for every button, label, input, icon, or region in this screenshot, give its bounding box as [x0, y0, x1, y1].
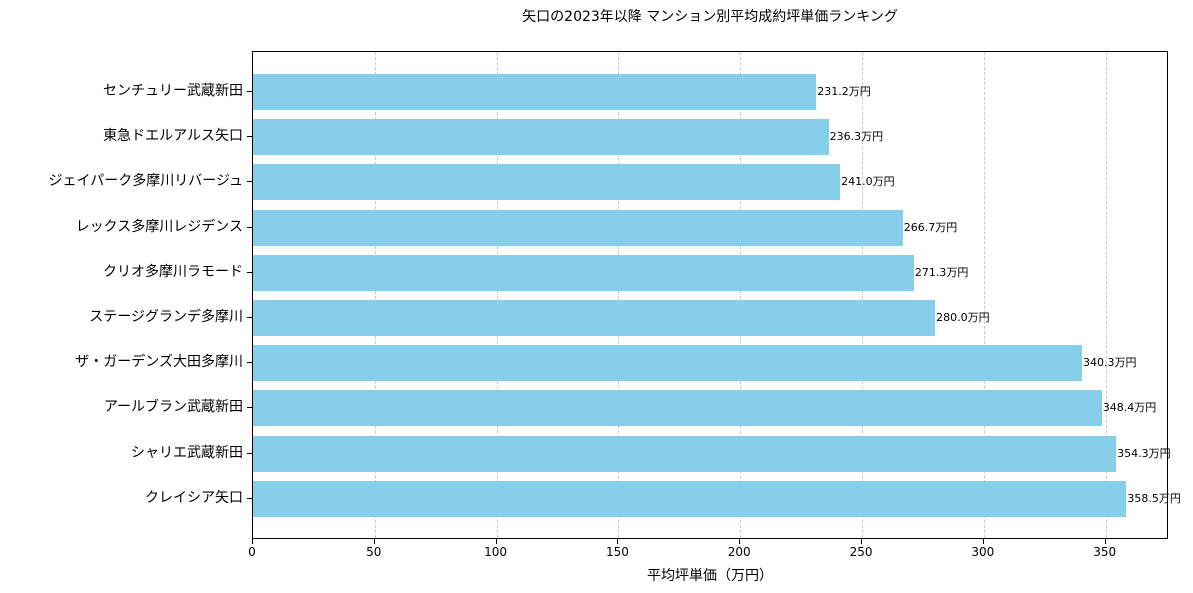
bar-value-label: 280.0万円	[936, 311, 990, 324]
x-axis-title: 平均坪単価（万円）	[647, 568, 773, 584]
x-tick-label: 200	[727, 545, 751, 559]
grid-line	[983, 52, 985, 538]
bar-value-label: 271.3万円	[914, 265, 969, 279]
y-tick	[247, 226, 252, 228]
bar-value-label: 236.3万円	[829, 130, 884, 144]
bar	[253, 209, 903, 246]
y-tick-label: クレイシア矢口	[145, 489, 243, 506]
grid-line	[740, 52, 742, 538]
y-tick-label: センチュリー武蔵新田	[103, 83, 243, 99]
x-tick-label: 100	[484, 545, 508, 559]
bar-value-label: 241.0万円	[841, 175, 895, 189]
bar	[253, 480, 1127, 517]
x-tick	[739, 539, 741, 544]
grid-line	[1105, 52, 1107, 538]
plot-area: 231.2万円 236.3万円 241.0万円 266.7万円 271.3万円 280.0…	[252, 51, 1181, 539]
x-tick-label: 250	[849, 545, 873, 559]
x-tick-label: 0	[248, 545, 256, 559]
x-tick	[252, 539, 253, 544]
grid-line	[374, 52, 376, 538]
x-tick	[617, 539, 619, 544]
y-tick-label: アールブラン武蔵新田	[103, 399, 243, 416]
y-tick	[247, 181, 252, 183]
bar-value-label: 358.5万円	[1127, 491, 1181, 505]
x-tick-label: 300	[971, 545, 995, 559]
x-tick-label: 150	[605, 545, 629, 559]
x-tick	[373, 539, 375, 544]
x-tick-label: 50	[366, 545, 382, 559]
bar-value-label: 340.3万円	[1083, 356, 1137, 370]
bar	[253, 435, 1117, 472]
y-tick-label: シャリエ武蔵新田	[131, 444, 243, 461]
y-tick	[247, 136, 252, 138]
bar	[253, 390, 1102, 427]
grid-line	[862, 52, 864, 538]
y-tick	[247, 271, 252, 273]
grid-line	[496, 52, 498, 538]
bar-value-label: 231.2万円	[817, 85, 871, 98]
bar-value-label: 348.4万円	[1102, 401, 1157, 415]
bar	[253, 345, 1083, 382]
y-tick-label: 東急ドエルアルス矢口	[103, 128, 243, 145]
y-tick	[247, 407, 252, 409]
bar	[253, 164, 841, 201]
y-tick	[247, 452, 252, 454]
grid-line	[618, 52, 620, 538]
y-tick-label: クリオ多摩川ラモード	[103, 263, 243, 280]
bar-value-label: 354.3万円	[1117, 446, 1171, 460]
y-tick-label: ステージグランデ多摩川	[89, 309, 243, 325]
bar	[253, 74, 817, 110]
y-tick-label: ザ・ガーデンズ大田多摩川	[75, 354, 243, 371]
x-tick	[495, 539, 497, 544]
bar	[253, 300, 936, 336]
x-tick	[1104, 539, 1106, 544]
y-tick-label: ジェイパーク多摩川リバージュ	[48, 173, 243, 190]
y-tick	[247, 317, 252, 318]
y-tick	[247, 91, 252, 92]
x-tick	[861, 539, 863, 544]
bar	[253, 254, 914, 291]
y-tick	[247, 497, 252, 499]
x-tick	[982, 539, 984, 544]
bar-value-label: 266.7万円	[903, 220, 958, 234]
y-tick	[247, 362, 252, 364]
x-tick-label: 350	[1093, 545, 1117, 559]
y-tick-label: レックス多摩川レジデンス	[75, 218, 243, 235]
bar	[253, 119, 829, 156]
chart-title: 矢口の2023年以降 マンション別平均成約坪単価ランキング	[522, 9, 898, 25]
